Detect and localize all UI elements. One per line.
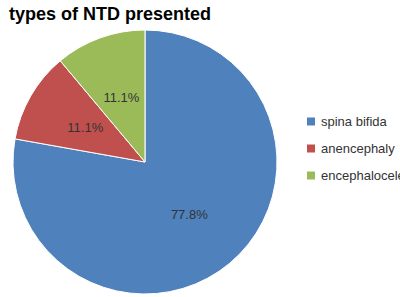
svg-text:77.8%: 77.8% <box>171 207 208 222</box>
svg-text:11.1%: 11.1% <box>67 120 103 135</box>
svg-text:encephalocele: encephalocele <box>321 168 400 183</box>
svg-text:11.1%: 11.1% <box>103 90 139 105</box>
svg-text:anencephaly: anencephaly <box>321 141 395 156</box>
svg-text:spina bifida: spina bifida <box>321 114 388 129</box>
svg-text:types of NTD presented: types of NTD presented <box>9 4 211 24</box>
